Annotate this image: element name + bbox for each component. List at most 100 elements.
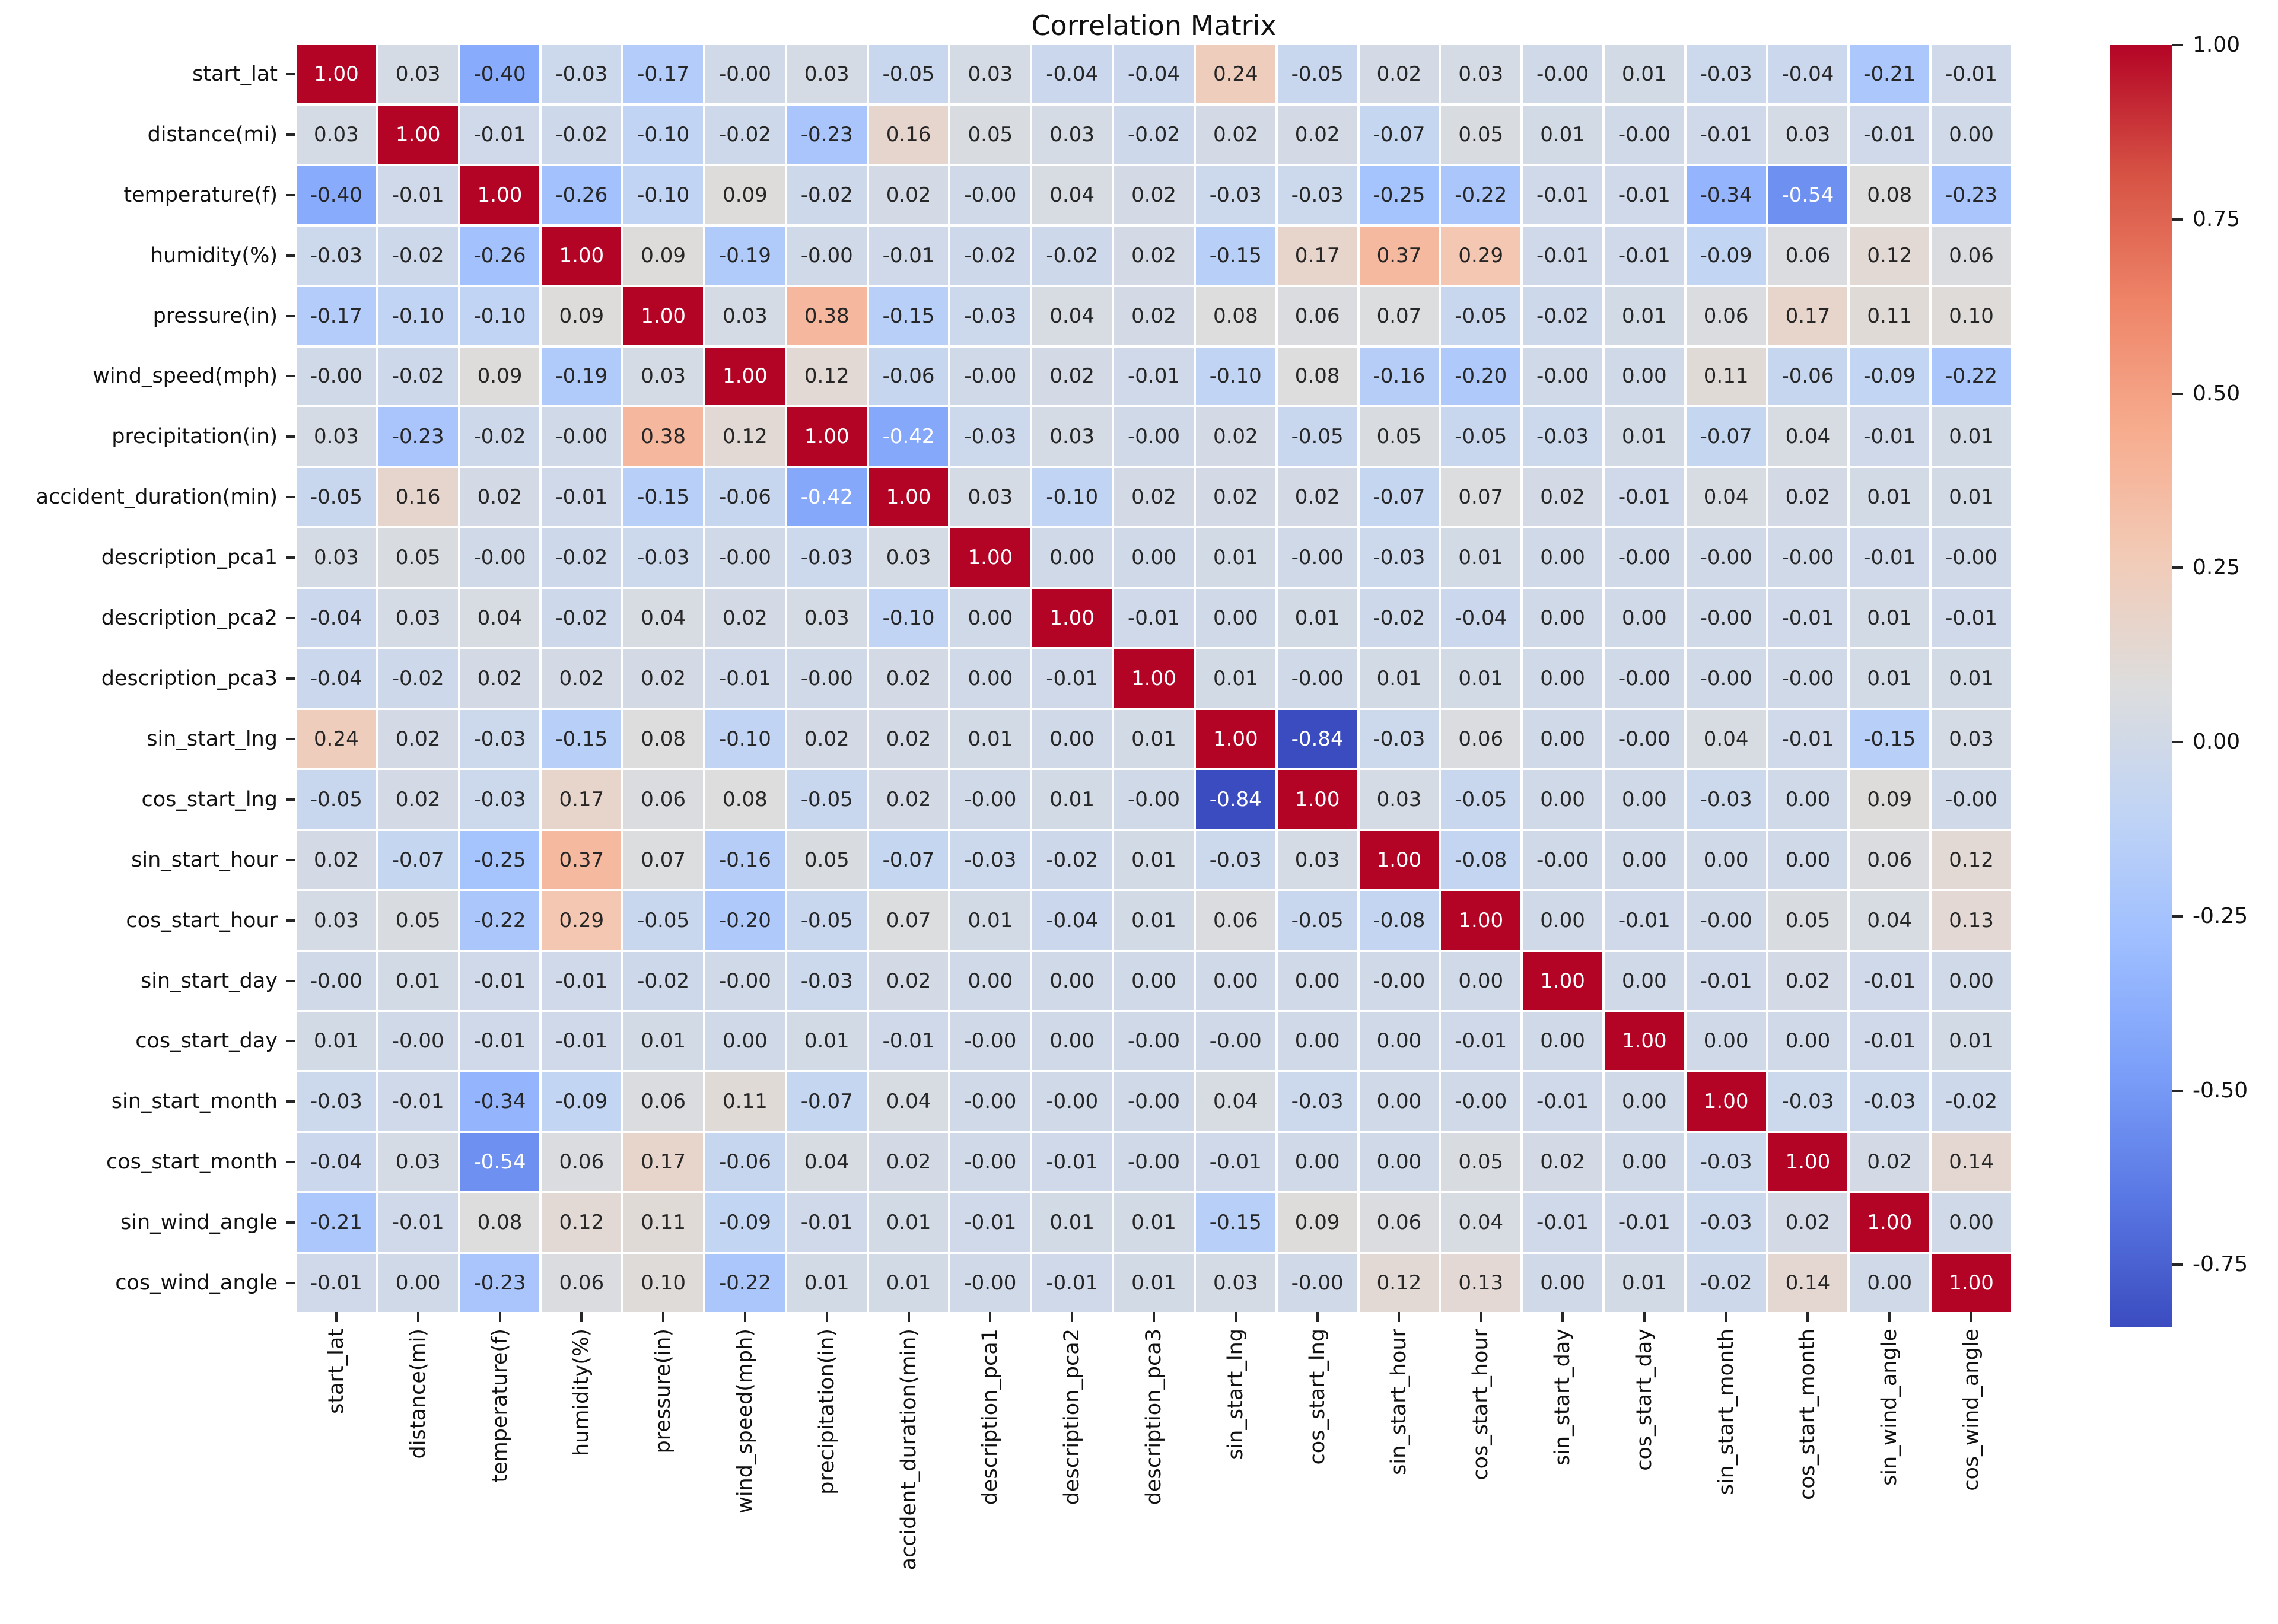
heatmap-cell: 0.07	[1441, 468, 1521, 527]
colorbar-tick-mark	[2172, 915, 2183, 918]
heatmap-cell: 0.03	[1768, 105, 1848, 164]
colorbar-tick-mark	[2172, 392, 2183, 395]
heatmap-cell: 0.01	[868, 1254, 949, 1312]
heatmap-cell: -0.02	[378, 649, 458, 708]
heatmap-cell: -0.04	[297, 589, 376, 648]
heatmap-cell: -0.04	[1768, 45, 1848, 103]
heatmap-cell: 0.00	[1686, 830, 1766, 889]
heatmap-cell: -0.00	[950, 770, 1030, 829]
heatmap-cell: -0.17	[623, 45, 704, 103]
colorbar-tick-label: 0.00	[2193, 730, 2241, 754]
heatmap-cell: 0.12	[1850, 226, 1930, 285]
heatmap-cell: 0.00	[1277, 951, 1357, 1010]
heatmap-cell: 0.02	[378, 770, 458, 829]
x-tick-mark	[335, 1312, 338, 1322]
heatmap-cell: -0.03	[1686, 1193, 1766, 1252]
heatmap-cell: 0.05	[378, 528, 458, 587]
heatmap-cell: -0.08	[1359, 891, 1439, 950]
y-axis-label: start_lat	[192, 62, 278, 86]
heatmap-cell: -0.01	[1032, 1133, 1112, 1192]
heatmap-cell: 0.01	[1604, 407, 1684, 466]
heatmap-cell: -0.02	[542, 528, 622, 587]
colorbar-tick-mark	[2172, 1263, 2183, 1266]
heatmap-cell: 0.02	[868, 165, 949, 224]
heatmap-cell: 0.00	[950, 649, 1030, 708]
heatmap-cell: 0.00	[1686, 1012, 1766, 1071]
x-tick-mark	[1398, 1312, 1401, 1322]
heatmap-cell: 0.03	[868, 528, 949, 587]
heatmap-cell: -0.00	[950, 1072, 1030, 1131]
colorbar-tick-label: 0.50	[2193, 381, 2241, 406]
heatmap-cell: -0.01	[1604, 165, 1684, 224]
x-axis-label: humidity(%)	[570, 1329, 594, 1457]
heatmap-cell: 0.04	[1686, 709, 1766, 768]
heatmap-cell: 0.01	[787, 1012, 867, 1071]
heatmap-cell: -0.00	[1686, 649, 1766, 708]
heatmap-cell: 0.02	[460, 468, 540, 527]
heatmap-cell: 0.10	[1932, 286, 2011, 345]
heatmap-cell: 0.00	[1604, 589, 1684, 648]
heatmap-cell: 0.01	[1114, 891, 1194, 950]
heatmap-cell: 0.09	[705, 165, 785, 224]
heatmap-cell: -0.22	[1441, 165, 1521, 224]
heatmap-cell: -0.05	[1441, 407, 1521, 466]
heatmap-cell: -0.00	[1932, 770, 2011, 829]
heatmap-cell: 0.00	[378, 1254, 458, 1312]
heatmap-cell: -0.54	[1768, 165, 1848, 224]
heatmap-cell: 0.03	[787, 45, 867, 103]
heatmap-cell: 0.06	[1686, 286, 1766, 345]
heatmap-cell: -0.00	[705, 45, 785, 103]
heatmap-cell: -0.05	[623, 891, 704, 950]
heatmap-cell: 0.37	[542, 830, 622, 889]
heatmap-cell: -0.00	[950, 1133, 1030, 1192]
heatmap-cell: 0.01	[1195, 649, 1275, 708]
heatmap-cell: -0.02	[787, 165, 867, 224]
heatmap-cell: -0.01	[1604, 468, 1684, 527]
heatmap-cell: 0.09	[460, 347, 540, 406]
heatmap-cell: 0.01	[1277, 589, 1357, 648]
heatmap-cell: 0.00	[1032, 709, 1112, 768]
heatmap-cell: 0.11	[705, 1072, 785, 1131]
x-tick-mark	[825, 1312, 828, 1322]
heatmap-cell: -0.06	[705, 468, 785, 527]
heatmap-cell: 0.29	[1441, 226, 1521, 285]
y-tick-mark	[286, 1282, 295, 1285]
heatmap-cell: -0.01	[787, 1193, 867, 1252]
heatmap-cell: -0.01	[868, 226, 949, 285]
x-axis-label: sin_wind_angle	[1878, 1329, 1902, 1486]
heatmap-cell: 0.00	[1604, 347, 1684, 406]
heatmap-cell: -0.00	[1359, 951, 1439, 1010]
heatmap-cell: 0.02	[1114, 226, 1194, 285]
x-axis-label: sin_start_month	[1714, 1329, 1738, 1495]
x-axis-label: cos_wind_angle	[1959, 1329, 1984, 1491]
x-tick-mark	[907, 1312, 910, 1322]
heatmap-cell: 0.03	[705, 286, 785, 345]
heatmap-cell: -0.00	[1277, 649, 1357, 708]
heatmap-cell: -0.01	[378, 165, 458, 224]
heatmap-cell: -0.10	[705, 709, 785, 768]
heatmap-cell: -0.05	[1277, 407, 1357, 466]
heatmap-cell: 0.24	[297, 709, 376, 768]
heatmap-cell: -0.15	[1195, 1193, 1275, 1252]
heatmap-cell: 0.01	[1032, 1193, 1112, 1252]
y-axis-label: accident_duration(min)	[36, 485, 278, 510]
heatmap-cell: -0.00	[787, 649, 867, 708]
heatmap-cell: -0.00	[1604, 528, 1684, 587]
x-axis-label: cos_start_day	[1632, 1329, 1656, 1471]
heatmap-cell: -0.02	[1032, 830, 1112, 889]
heatmap-cell: 0.06	[542, 1133, 622, 1192]
heatmap-cell: 0.08	[1195, 286, 1275, 345]
heatmap-cell: 0.00	[1768, 1012, 1848, 1071]
heatmap-cell: 0.00	[1604, 1072, 1684, 1131]
heatmap-cell: 0.16	[868, 105, 949, 164]
heatmap-cell: -0.01	[1114, 589, 1194, 648]
heatmap-cell: -0.05	[1441, 770, 1521, 829]
heatmap-cell: -0.01	[1032, 1254, 1112, 1312]
heatmap-cell: -0.10	[623, 105, 704, 164]
x-axis-label: distance(mi)	[406, 1329, 430, 1459]
heatmap-cell: 0.03	[1359, 770, 1439, 829]
heatmap-cell: 0.08	[705, 770, 785, 829]
heatmap-cell: -0.02	[623, 951, 704, 1010]
colorbar-tick-label: 1.00	[2193, 33, 2241, 57]
heatmap-cell: 0.10	[623, 1254, 704, 1312]
